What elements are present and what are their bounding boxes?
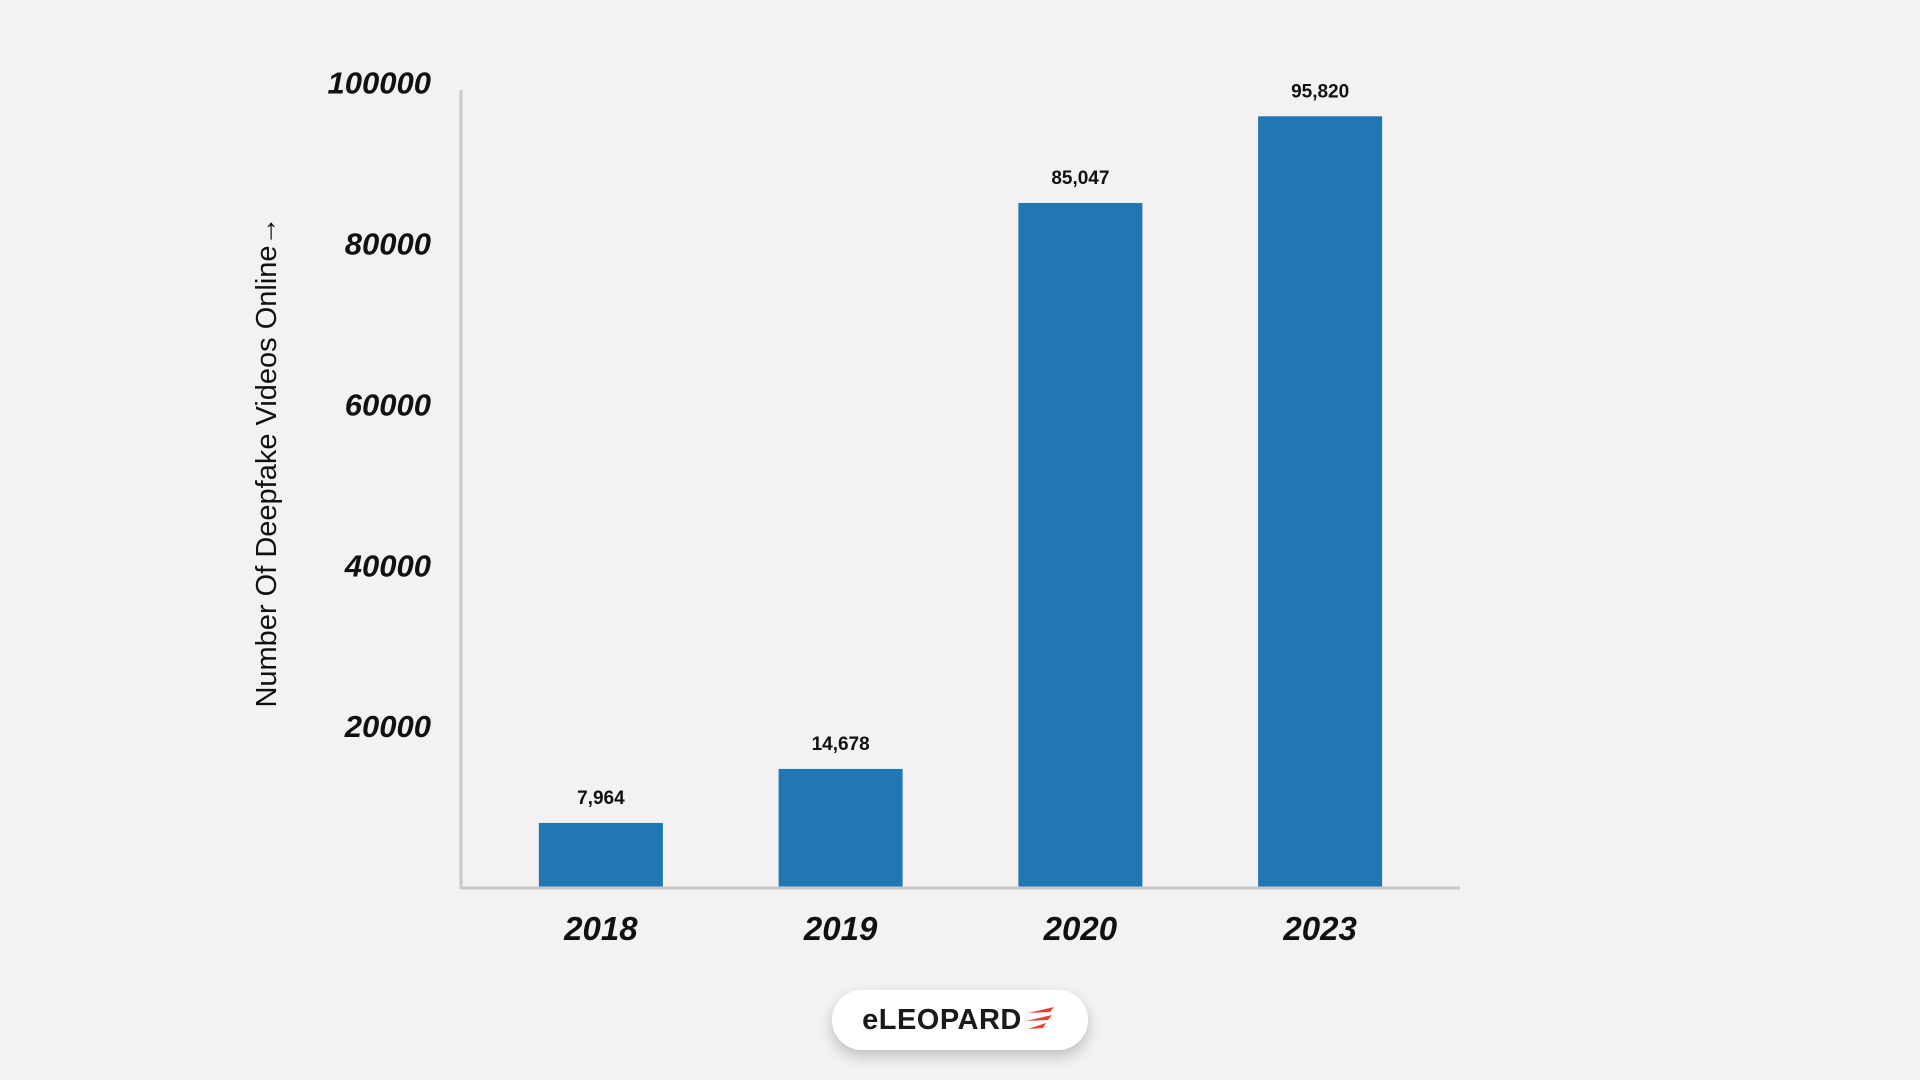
brand-logo-badge: eLEOPARD — [832, 990, 1088, 1050]
bars — [538, 116, 1383, 888]
x-tick-label: 2020 — [1043, 910, 1118, 947]
x-tick-label: 2019 — [803, 910, 878, 947]
data-label-2019: 14,678 — [812, 734, 870, 755]
y-tick-label: 20000 — [344, 709, 431, 744]
y-tick-label: 60000 — [345, 387, 431, 422]
data-labels: 7,964 14,678 85,047 95,820 — [577, 81, 1349, 809]
y-tick-label: 100000 — [328, 66, 431, 101]
brand-logo-text: eLEOPARD — [862, 1003, 1022, 1036]
y-tick-label: 80000 — [345, 227, 431, 262]
x-tick-label: 2018 — [563, 910, 638, 947]
y-axis-label: Number Of Deepfake Videos Online→ — [251, 216, 283, 707]
data-label-2020: 85,047 — [1051, 168, 1109, 189]
x-tick-label: 2023 — [1282, 910, 1356, 947]
x-axis-ticks: 2018 2019 2020 2023 — [563, 910, 1357, 947]
y-tick-label: 40000 — [344, 548, 431, 583]
y-axis-label-group: Number Of Deepfake Videos Online→ — [251, 216, 283, 707]
data-label-2018: 7,964 — [577, 788, 625, 809]
bar-2020 — [1018, 202, 1143, 888]
bar-2018 — [538, 822, 663, 887]
y-axis-ticks: 20000 40000 60000 80000 100000 — [328, 66, 431, 744]
bar-2023 — [1258, 116, 1383, 887]
data-label-2023: 95,820 — [1291, 81, 1349, 102]
leopard-claw-icon — [1025, 1007, 1054, 1029]
bar-2019 — [778, 768, 903, 887]
